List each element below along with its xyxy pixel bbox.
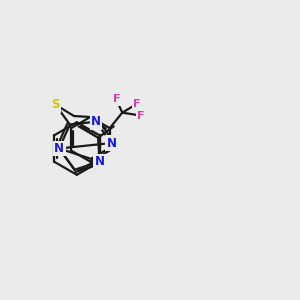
Text: N: N (106, 136, 116, 149)
Text: F: F (134, 99, 141, 109)
Text: N: N (91, 115, 101, 128)
Text: N: N (54, 142, 64, 155)
Text: N: N (94, 155, 105, 168)
Text: F: F (137, 111, 145, 121)
Text: F: F (112, 94, 120, 104)
Text: S: S (51, 98, 60, 111)
